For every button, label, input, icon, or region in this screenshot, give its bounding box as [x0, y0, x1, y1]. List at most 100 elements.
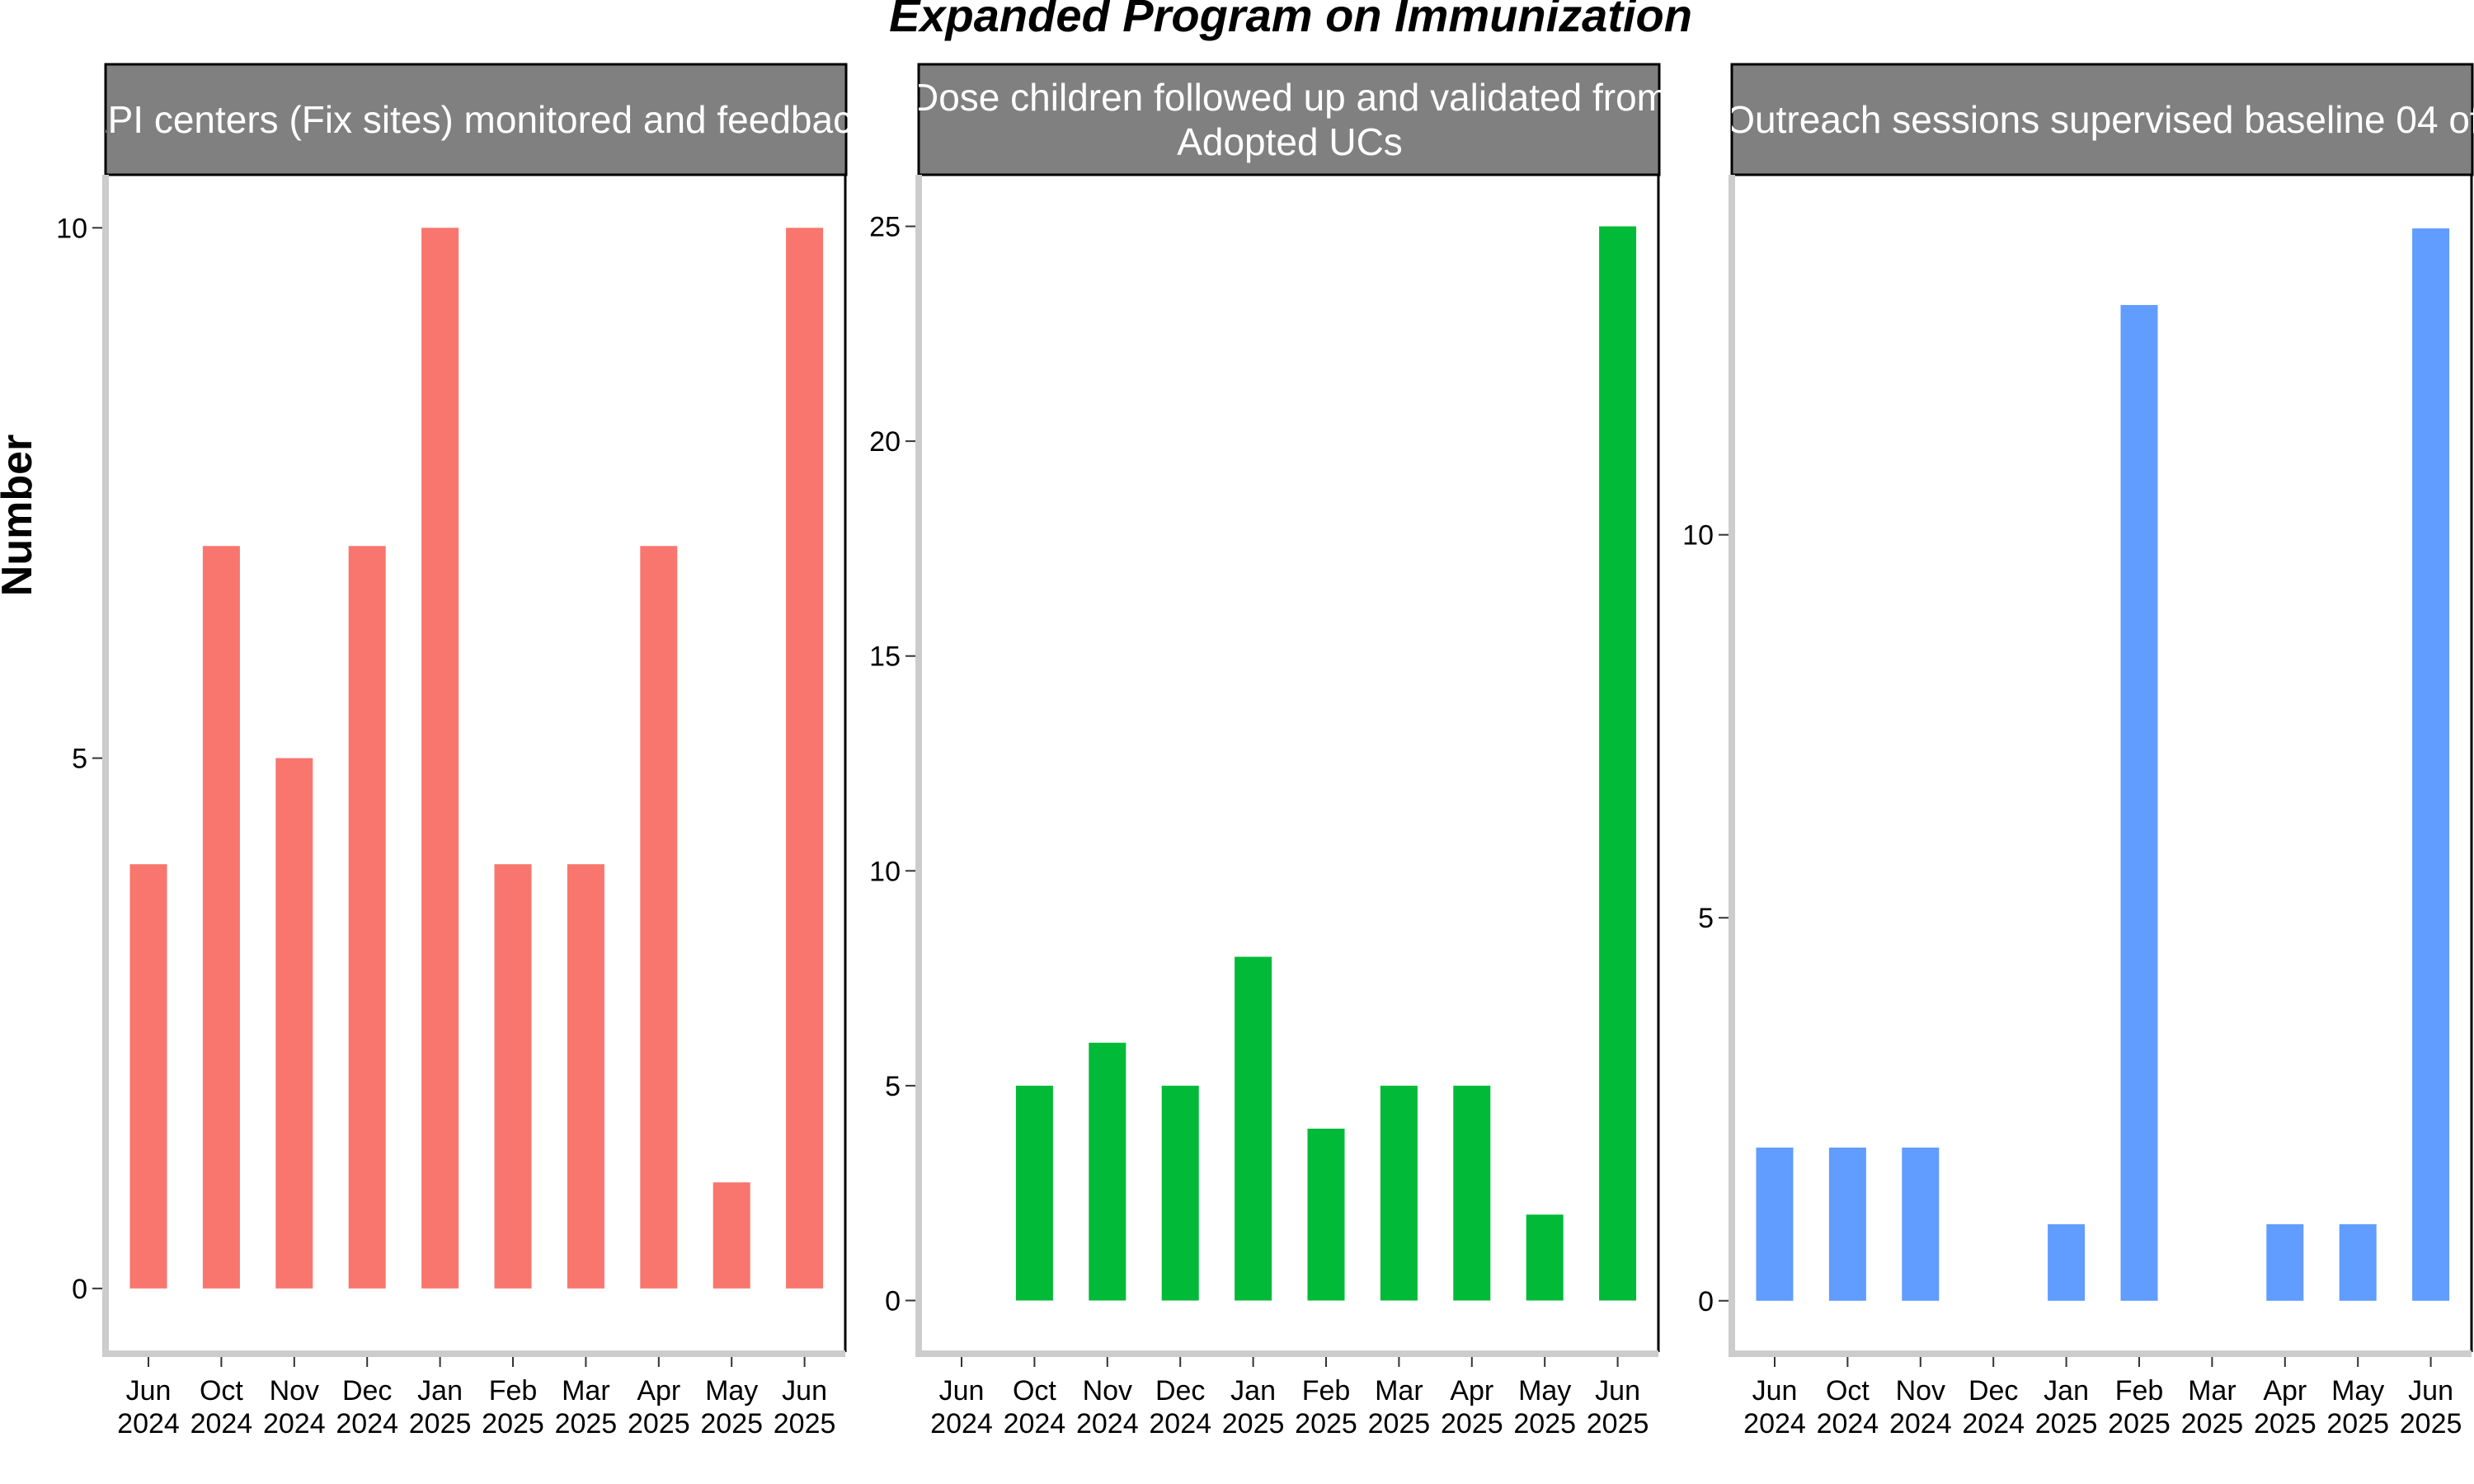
panel-strip-3 — [1730, 63, 2474, 176]
panels-group: EPI centers (Fix sites) monitored and fe… — [56, 63, 2474, 1439]
y-tick-label-1-5: 5 — [72, 744, 87, 775]
x-tick-label-month: Dec — [342, 1375, 392, 1407]
x-tick-label-year: 2025 — [2035, 1408, 2098, 1439]
x-tick-label-month: Oct — [1826, 1375, 1870, 1407]
x-tick-label-month: Nov — [1896, 1375, 1945, 1407]
bar-2-2 — [1015, 1085, 1053, 1301]
x-tick-label-year: 2025 — [2254, 1408, 2316, 1439]
x-tick-label-year: 2025 — [2108, 1408, 2171, 1439]
x-tick-label-year: 2024 — [336, 1408, 398, 1439]
bar-1-7 — [567, 864, 604, 1289]
x-tick-label-year: 2025 — [2400, 1408, 2462, 1439]
panel-title-line-2-2: Adopted UCs — [1177, 120, 1403, 163]
x-tick-label-3-2: Oct 2024 — [1817, 1375, 1879, 1439]
bar-3-1 — [1756, 1147, 1794, 1301]
x-tick-label-1-2: Oct 2024 — [190, 1375, 253, 1439]
x-tick-label-month: Jun — [782, 1375, 827, 1407]
x-tick-label-month: Dec — [1968, 1375, 2018, 1407]
x-tick-label-2-4: Dec 2024 — [1149, 1375, 1211, 1439]
panel-title-line-2-1: Dose children followed up and validated … — [911, 76, 1668, 119]
x-tick-label-3-3: Nov 2024 — [1889, 1375, 1952, 1439]
x-tick-label-year: 2025 — [555, 1408, 618, 1439]
x-tick-label-year: 2024 — [1962, 1408, 2025, 1439]
x-tick-label-month: Mar — [2188, 1375, 2236, 1407]
x-tick-label-year: 2025 — [1441, 1408, 1503, 1439]
x-tick-label-2-5: Jan 2025 — [1222, 1375, 1285, 1439]
x-tick-label-month: Nov — [270, 1375, 319, 1407]
x-tick-label-1-8: Apr 2025 — [628, 1375, 690, 1439]
x-tick-label-2-3: Nov 2024 — [1076, 1375, 1139, 1439]
y-tick-label-1-0: 0 — [72, 1274, 87, 1305]
x-tick-label-month: Apr — [637, 1375, 680, 1407]
x-tick-label-year: 2025 — [482, 1408, 544, 1439]
x-tick-label-year: 2025 — [1368, 1408, 1431, 1439]
x-tick-label-year: 2025 — [409, 1408, 472, 1439]
x-tick-label-month: Apr — [1450, 1375, 1493, 1407]
x-tick-label-month: Jun — [1752, 1375, 1798, 1407]
x-tick-label-month: Feb — [1302, 1375, 1351, 1407]
panel-3: Outreach sessions supervised baseline 04… — [1682, 63, 2474, 1439]
x-tick-label-1-10: Jun 2025 — [774, 1375, 836, 1439]
x-tick-label-year: 2024 — [930, 1408, 993, 1439]
x-tick-label-year: 2025 — [2326, 1408, 2389, 1439]
bar-2-4 — [1161, 1085, 1199, 1301]
y-tick-label-2-20: 20 — [869, 426, 901, 458]
x-tick-label-3-5: Jan 2025 — [2035, 1375, 2098, 1439]
y-axis-label: Number — [0, 434, 41, 596]
x-tick-label-month: Mar — [1375, 1375, 1423, 1407]
x-tick-label-year: 2024 — [263, 1408, 326, 1439]
x-tick-label-year: 2025 — [1295, 1408, 1357, 1439]
x-tick-label-1-3: Nov 2024 — [263, 1375, 326, 1439]
x-tick-label-month: Feb — [489, 1375, 538, 1407]
x-tick-label-year: 2024 — [1076, 1408, 1139, 1439]
x-tick-label-3-10: Jun 2025 — [2400, 1375, 2462, 1439]
bar-2-5 — [1235, 956, 1272, 1301]
x-tick-label-year: 2024 — [1889, 1408, 1952, 1439]
y-tick-label-3-0: 0 — [1698, 1286, 1714, 1317]
y-tick-label-2-0: 0 — [885, 1285, 901, 1317]
x-tick-label-month: Jan — [417, 1375, 463, 1407]
x-tick-label-1-6: Feb 2025 — [482, 1375, 544, 1439]
x-tick-label-month: Nov — [1083, 1375, 1132, 1407]
x-tick-label-2-2: Oct 2024 — [1004, 1375, 1066, 1439]
bar-2-3 — [1089, 1042, 1126, 1301]
bar-3-8 — [2266, 1223, 2304, 1301]
x-tick-label-month: May — [705, 1375, 758, 1407]
x-tick-label-month: Jun — [126, 1375, 172, 1407]
bar-1-8 — [640, 546, 678, 1289]
x-tick-label-month: Jan — [2044, 1375, 2089, 1407]
bar-3-2 — [1828, 1147, 1866, 1301]
bar-1-6 — [494, 864, 532, 1289]
panel-title-line-1-1: EPI centers (Fix sites) monitored and fe… — [82, 98, 872, 141]
x-tick-label-month: Jun — [939, 1375, 985, 1407]
y-tick-label-3-5: 5 — [1698, 903, 1714, 934]
x-tick-label-year: 2025 — [1222, 1408, 1285, 1439]
x-tick-label-2-9: May 2025 — [1513, 1375, 1576, 1439]
panel-1: EPI centers (Fix sites) monitored and fe… — [56, 63, 872, 1439]
bar-2-10 — [1599, 226, 1637, 1301]
x-tick-label-year: 2024 — [1149, 1408, 1211, 1439]
bar-1-1 — [129, 864, 167, 1289]
y-tick-label-2-5: 5 — [885, 1071, 901, 1102]
x-tick-label-2-8: Apr 2025 — [1441, 1375, 1503, 1439]
strip-title-group-1: EPI centers (Fix sites) monitored and fe… — [82, 98, 872, 141]
x-tick-label-year: 2025 — [628, 1408, 690, 1439]
x-tick-label-3-8: Apr 2025 — [2254, 1375, 2316, 1439]
x-tick-label-month: May — [2331, 1375, 2384, 1407]
x-tick-label-month: Oct — [1013, 1375, 1056, 1407]
x-tick-label-year: 2024 — [117, 1408, 180, 1439]
bar-1-5 — [421, 228, 459, 1289]
chart-title: Expanded Program on Immunization — [889, 0, 1692, 41]
bar-1-9 — [713, 1182, 750, 1289]
y-tick-label-2-10: 10 — [869, 856, 901, 887]
x-tick-label-1-9: May 2025 — [700, 1375, 763, 1439]
bar-3-9 — [2339, 1223, 2377, 1301]
x-tick-label-month: Dec — [1155, 1375, 1205, 1407]
y-tick-label-1-10: 10 — [56, 213, 87, 244]
x-tick-label-year: 2025 — [2181, 1408, 2244, 1439]
x-tick-label-month: Feb — [2115, 1375, 2164, 1407]
bar-2-9 — [1526, 1214, 1564, 1301]
x-tick-label-year: 2024 — [1004, 1408, 1066, 1439]
bar-3-3 — [1902, 1147, 1940, 1301]
